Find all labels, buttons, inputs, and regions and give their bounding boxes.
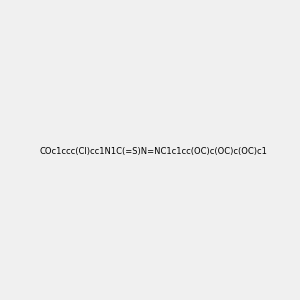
- Text: COc1ccc(Cl)cc1N1C(=S)N=NC1c1cc(OC)c(OC)c(OC)c1: COc1ccc(Cl)cc1N1C(=S)N=NC1c1cc(OC)c(OC)c…: [40, 147, 268, 156]
